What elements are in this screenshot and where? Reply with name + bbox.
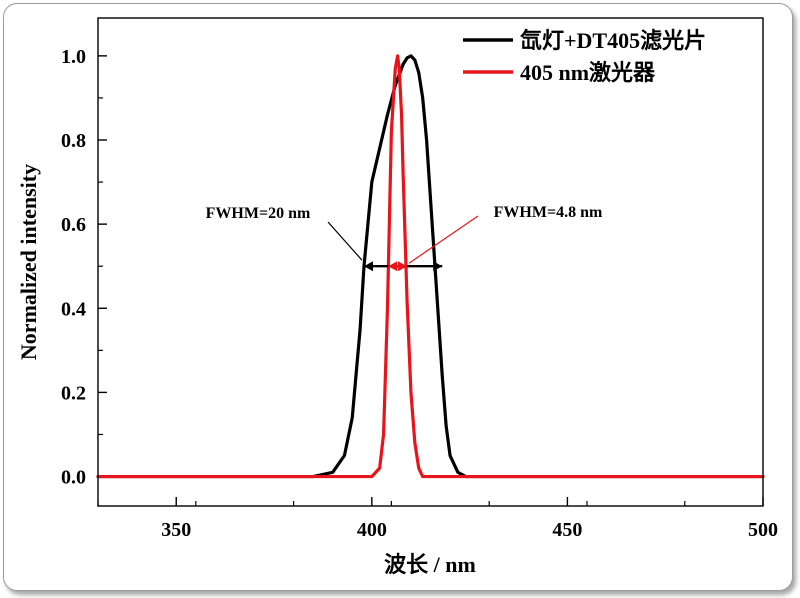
series-line-2 [96, 54, 765, 479]
fwhm-arrowhead [433, 261, 443, 272]
fwhm-arrowhead [388, 261, 398, 272]
legend-label-2: 405 nm激光器 [520, 60, 656, 85]
x-tick-label: 400 [357, 519, 387, 541]
series-line-1 [96, 54, 765, 479]
y-tick-label: 0.0 [61, 467, 86, 489]
x-tick-label: 350 [161, 519, 191, 541]
fwhm-leader-red [408, 215, 479, 264]
legend-label-1: 氙灯+DT405滤光片 [520, 28, 706, 53]
fwhm-label-black: FWHM=20 nm [206, 205, 311, 222]
y-tick-label: 0.2 [61, 382, 86, 404]
fwhm-arrowhead [398, 261, 408, 272]
fwhm-arrowhead [364, 261, 373, 272]
y-tick-label: 0.8 [61, 130, 86, 152]
y-tick-label: 0.6 [61, 214, 86, 236]
y-axis-label: Normalized intensity [16, 164, 41, 360]
x-tick-label: 450 [552, 519, 582, 541]
chart-frame [3, 3, 793, 591]
x-axis-label: 波长 / nm [384, 552, 476, 577]
y-tick-label: 0.4 [61, 298, 86, 320]
plot-area-border [97, 17, 764, 507]
y-tick-label: 1.0 [61, 46, 86, 68]
fwhm-label-red: FWHM=4.8 nm [494, 204, 603, 221]
x-tick-label: 500 [748, 519, 778, 541]
fwhm-leader-black [327, 221, 363, 261]
